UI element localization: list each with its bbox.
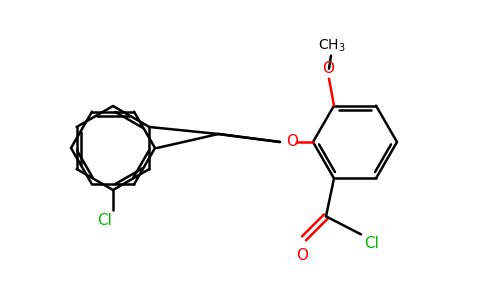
Text: O: O [286, 134, 298, 148]
Text: CH$_3$: CH$_3$ [318, 37, 346, 54]
Text: O: O [296, 248, 308, 263]
Text: O: O [322, 61, 334, 76]
Text: Cl: Cl [98, 213, 112, 228]
Text: Cl: Cl [364, 236, 379, 251]
